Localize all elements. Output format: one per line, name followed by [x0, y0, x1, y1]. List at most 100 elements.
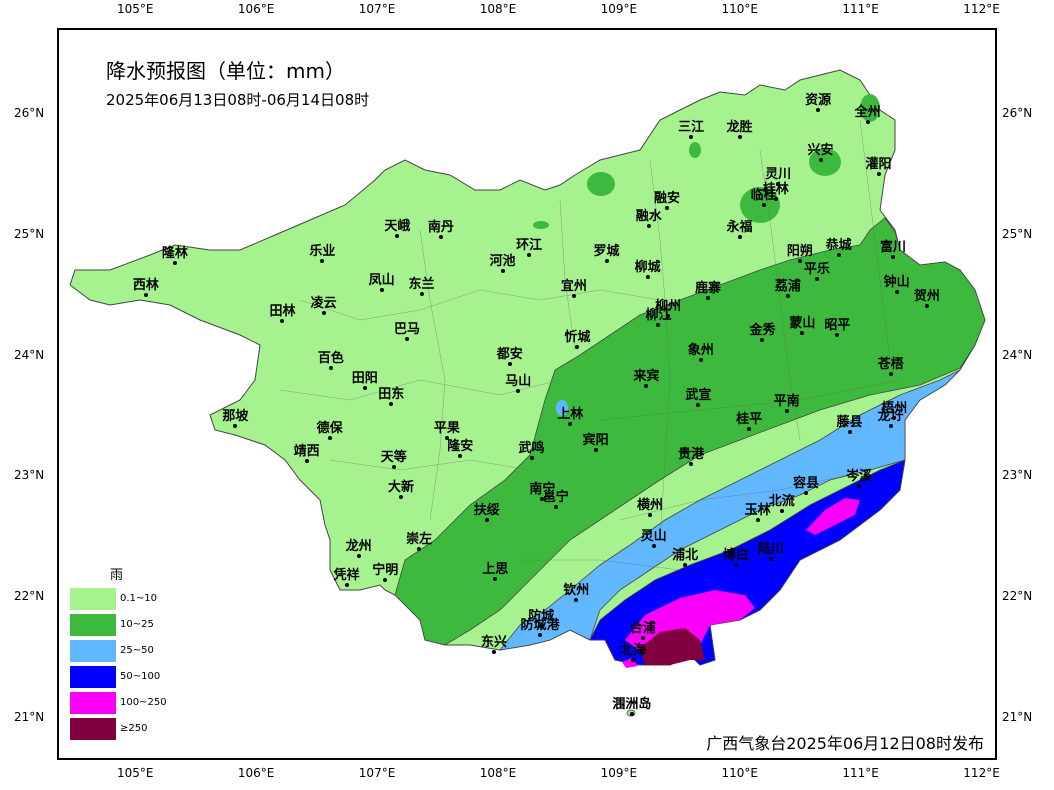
city-marker [924, 304, 929, 309]
city-label: 贺州 [913, 289, 940, 305]
lon-tick-top: 105°E [117, 2, 154, 16]
city-label: 鹿寨 [695, 280, 722, 296]
city-label: 涠洲岛 [612, 697, 652, 713]
city-label: 巴马 [394, 321, 421, 337]
city-marker [539, 624, 544, 629]
rain-patch-25-50 [556, 400, 568, 416]
city-label: 罗城 [593, 244, 620, 260]
city-marker [640, 636, 645, 641]
city-label: 东兴 [481, 634, 508, 650]
lon-tick-top: 109°E [600, 2, 638, 16]
city-marker [574, 597, 579, 602]
city-label: 灵山 [640, 529, 667, 545]
lat-tick-right: 21°N [1002, 710, 1033, 724]
city-label: 龙胜 [726, 119, 753, 135]
city-label: 融安 [653, 191, 680, 207]
city-marker [320, 259, 325, 264]
city-marker [755, 517, 760, 522]
city-marker [865, 120, 870, 125]
city-marker [857, 484, 862, 489]
city-marker [492, 649, 497, 654]
city-marker [876, 172, 881, 177]
city-label: 贵港 [678, 447, 705, 463]
lon-tick-bottom: 110°E [721, 766, 759, 780]
city-label: 忻城 [564, 330, 591, 346]
city-marker [776, 182, 781, 187]
city-label: 靖西 [293, 443, 320, 459]
city-marker [172, 260, 177, 265]
city-marker [529, 456, 534, 461]
city-marker [737, 235, 742, 240]
lon-tick-bottom: 108°E [479, 766, 517, 780]
rain-zone-100-250 [622, 658, 638, 668]
city-marker [280, 318, 285, 323]
city-label: 扶绥 [473, 502, 500, 518]
legend-item: 0.1~10 [70, 588, 190, 610]
city-label: 防城 [528, 609, 555, 625]
city-marker [575, 345, 580, 350]
city-label: 龙圩 [877, 408, 904, 424]
city-marker [698, 358, 703, 363]
city-marker [816, 108, 821, 113]
city-label: 上思 [482, 562, 509, 578]
city-marker [356, 554, 361, 559]
rain-patch-10-25 [587, 172, 615, 196]
lat-tick-left: 26°N [14, 106, 45, 120]
city-label: 大新 [387, 479, 414, 495]
city-marker [527, 253, 532, 258]
city-marker [631, 658, 636, 663]
city-marker [894, 289, 899, 294]
lon-tick-top: 111°E [842, 2, 879, 16]
legend-label: 50~100 [120, 671, 161, 682]
lon-tick-bottom: 111°E [842, 766, 879, 780]
city-marker [888, 371, 893, 376]
city-label: 浦北 [672, 547, 699, 563]
city-marker [593, 447, 598, 452]
city-marker [398, 494, 403, 499]
city-marker [389, 401, 394, 406]
city-label: 灌阳 [865, 157, 892, 173]
legend-label: 0.1~10 [120, 593, 158, 604]
city-marker [784, 409, 789, 414]
city-label: 崇左 [406, 531, 433, 547]
city-label: 田林 [269, 303, 296, 319]
city-marker [645, 275, 650, 280]
city-marker [664, 206, 669, 211]
city-label: 北海 [620, 643, 647, 659]
city-label: 临桂 [750, 187, 777, 203]
city-label: 横州 [637, 498, 664, 514]
lon-tick-top: 112°E [963, 2, 1000, 16]
city-marker [379, 288, 384, 293]
city-label: 桂林 [762, 181, 789, 197]
legend-swatch [70, 666, 116, 688]
legend-swatch [70, 692, 116, 714]
rain-patch-10-25 [740, 187, 780, 223]
city-label: 德保 [316, 420, 343, 436]
legend-label: 25~50 [120, 645, 154, 656]
city-label: 岑溪 [846, 469, 873, 485]
city-label: 那坡 [222, 408, 249, 424]
lat-tick-left: 25°N [14, 226, 45, 241]
city-label: 象州 [687, 343, 714, 359]
city-marker [571, 294, 576, 299]
city-label: 北流 [768, 494, 795, 510]
city-label: 乐业 [309, 244, 336, 260]
legend-item: 25~50 [70, 640, 190, 662]
city-label: 河池 [489, 254, 516, 270]
city-label: 容县 [792, 476, 819, 492]
lon-tick-bottom: 106°E [237, 766, 275, 780]
city-label: 防城港 [520, 617, 560, 633]
city-label: 蒙山 [789, 315, 816, 331]
lon-tick-bottom: 105°E [117, 766, 154, 780]
lat-tick-right: 26°N [1002, 106, 1033, 120]
city-label: 合浦 [629, 621, 656, 637]
issuer-footer: 广西气象台2025年06月12日08时发布 [706, 734, 984, 753]
lat-tick-right: 24°N [1002, 347, 1033, 362]
city-label: 南丹 [427, 220, 454, 236]
lat-tick-right: 23°N [1002, 468, 1033, 483]
county-boundaries [279, 119, 901, 571]
map-title: 降水预报图（单位：mm） [106, 59, 345, 83]
city-label: 钟山 [883, 274, 910, 290]
city-label: 柳州 [655, 298, 682, 314]
